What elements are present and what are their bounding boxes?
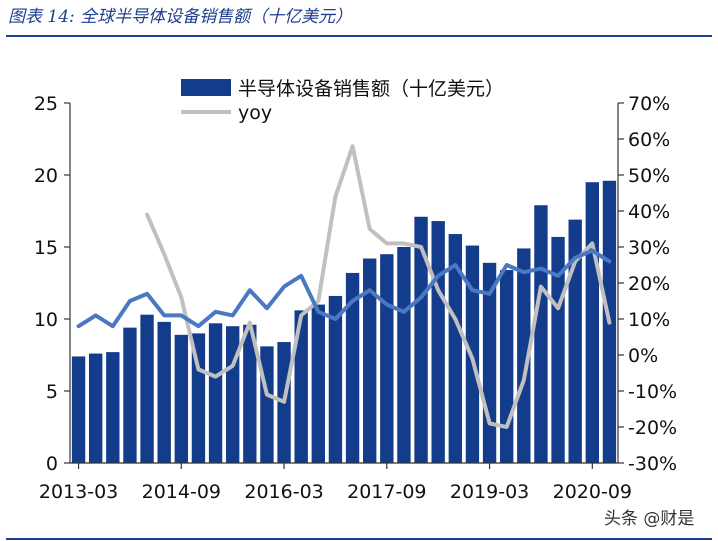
legend-yoy-label: yoy: [238, 102, 272, 124]
title-rule: [6, 35, 712, 37]
y2-tick-label: 60%: [628, 129, 670, 151]
bar: [123, 327, 137, 463]
bar: [328, 295, 343, 463]
x-tick-label: 2013-03: [39, 481, 118, 503]
x-tick-label: 2017-09: [347, 481, 426, 503]
bar: [345, 272, 360, 463]
y2-tick-label: 70%: [628, 93, 670, 115]
bar: [500, 270, 514, 463]
y2-tick-label: 40%: [628, 201, 670, 223]
bar: [157, 321, 171, 463]
bar: [568, 219, 582, 463]
y-tick-label: 5: [46, 381, 58, 403]
bar: [243, 324, 257, 463]
bar: [534, 205, 548, 464]
x-tick-label: 2019-03: [450, 481, 529, 503]
bar: [226, 326, 240, 463]
y-tick-label: 25: [34, 93, 58, 115]
y2-tick-label: 10%: [628, 309, 670, 331]
bar: [71, 356, 86, 463]
y-tick-label: 20: [34, 165, 58, 187]
y-tick-label: 15: [34, 237, 58, 259]
yoy-line: [145, 144, 612, 429]
x-tick-label: 2014-09: [142, 481, 221, 503]
bar: [89, 353, 103, 463]
bar: [260, 346, 274, 463]
legend-bar-swatch: [181, 79, 231, 96]
bar: [414, 216, 428, 463]
x-tick-label: 2020-09: [553, 481, 632, 503]
bar: [106, 352, 120, 463]
y2-tick-label: 0%: [628, 345, 658, 367]
bar: [448, 234, 462, 463]
bar: [311, 304, 325, 463]
y2-tick-label: 20%: [628, 273, 670, 295]
line-series: [76, 144, 612, 429]
bar: [363, 258, 377, 463]
y2-tick-label: -20%: [628, 417, 677, 439]
watermark: 头条 @财是: [604, 509, 695, 529]
blue-line: [76, 248, 612, 329]
bar: [585, 182, 599, 463]
y2-tick-label: 50%: [628, 165, 670, 187]
bar: [517, 248, 531, 463]
y-tick-label: 0: [46, 453, 58, 475]
legend-bar-label: 半导体设备销售额（十亿美元）: [238, 78, 504, 100]
bar-series: [71, 180, 617, 464]
legend: 半导体设备销售额（十亿美元） yoy: [181, 78, 504, 124]
bar: [294, 310, 308, 463]
bottom-rule: [6, 538, 712, 540]
axes: 0 5 10 15 20 25 -30% -20% -10% 0% 10% 20% 30% 40% 50% 6…: [34, 93, 677, 503]
y2-tick-label: -10%: [628, 381, 677, 403]
bar: [380, 254, 394, 463]
bar: [174, 334, 188, 463]
bar: [397, 247, 411, 463]
y2-tick-label: 30%: [628, 237, 670, 259]
bar: [208, 323, 223, 463]
bar: [431, 221, 445, 463]
x-tick-label: 2016-03: [244, 481, 323, 503]
y2-tick-label: -30%: [628, 453, 677, 475]
figure-title: 图表 14: 全球半导体设备销售额（十亿美元）: [8, 7, 353, 27]
bar: [140, 314, 154, 463]
y-tick-label: 10: [34, 309, 58, 331]
bar: [191, 333, 206, 463]
